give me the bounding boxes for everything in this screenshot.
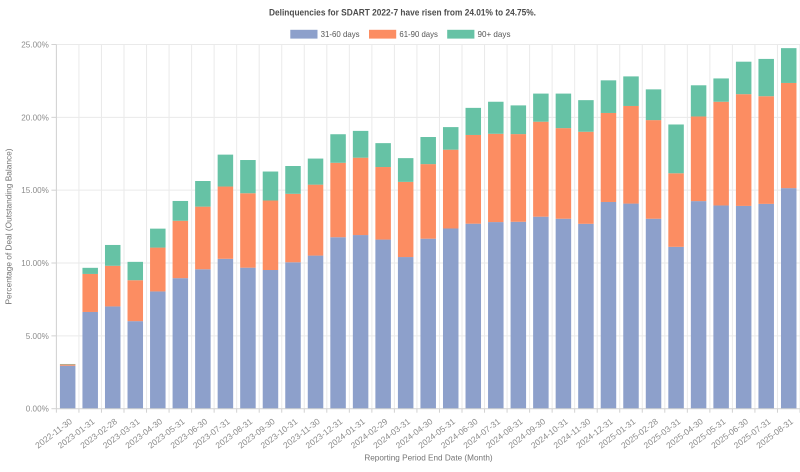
svg-text:10.00%: 10.00% [21,258,49,268]
svg-text:31-60 days: 31-60 days [321,29,360,39]
svg-text:Delinquencies for SDART 2022-7: Delinquencies for SDART 2022-7 have rise… [269,8,536,18]
svg-text:0.00%: 0.00% [26,404,49,414]
svg-text:90+ days: 90+ days [478,29,511,39]
svg-text:20.00%: 20.00% [21,112,49,122]
svg-text:Percentage of Deal (Outstandin: Percentage of Deal (Outstanding Balance) [4,148,14,304]
svg-text:15.00%: 15.00% [21,185,49,195]
svg-text:Reporting Period End Date (Mon: Reporting Period End Date (Month) [364,453,492,463]
svg-text:5.00%: 5.00% [26,331,49,341]
svg-text:25.00%: 25.00% [21,40,49,50]
svg-text:61-90 days: 61-90 days [399,29,438,39]
